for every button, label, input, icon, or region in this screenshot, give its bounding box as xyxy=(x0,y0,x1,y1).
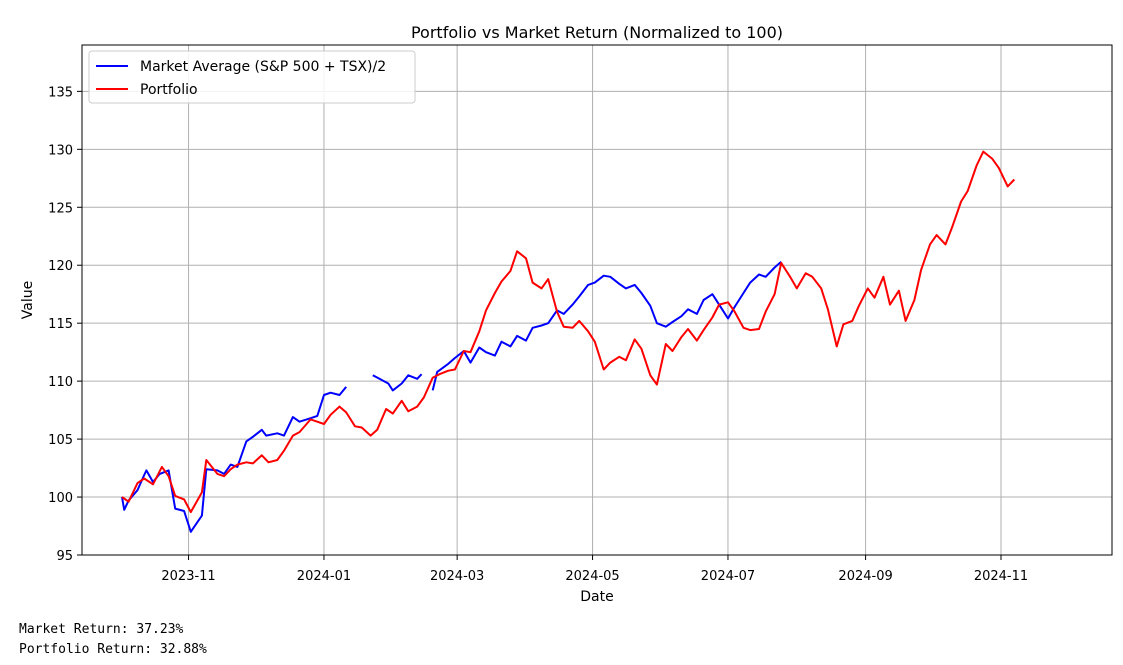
y-tick-label: 100 xyxy=(48,491,73,506)
market-return-output: Market Return: 37.23% xyxy=(19,622,184,637)
y-tick-label: 120 xyxy=(48,259,73,274)
y-tick-label: 135 xyxy=(48,85,73,100)
series-line-portfolio xyxy=(121,150,1016,514)
x-tick-label: 2023-11 xyxy=(161,569,215,584)
x-axis-label: Date xyxy=(580,589,613,605)
y-tick-label: 130 xyxy=(48,143,73,158)
x-tick-label: 2024-07 xyxy=(701,569,755,584)
legend: Market Average (S&P 500 + TSX)/2 Portfol… xyxy=(88,50,416,104)
y-tick-label: 110 xyxy=(48,375,73,390)
plot-frame xyxy=(81,44,1113,556)
y-tick-label: 115 xyxy=(48,317,73,332)
y-axis: 95 100 105 110 115 120 125 130 135 xyxy=(48,85,82,564)
grid-lines xyxy=(82,45,1112,556)
x-axis: 2023-11 2024-01 2024-03 2024-05 2024-07 2024-… xyxy=(161,555,1028,584)
series-line-market xyxy=(431,261,782,391)
legend-label-market: Market Average (S&P 500 + TSX)/2 xyxy=(140,59,386,75)
series-lines xyxy=(121,150,1016,533)
legend-label-portfolio: Portfolio xyxy=(140,82,198,98)
series-line-market xyxy=(372,373,423,392)
chart: Portfolio vs Market Return (Normalized t… xyxy=(20,23,1113,605)
y-tick-label: 105 xyxy=(48,433,73,448)
x-tick-label: 2024-11 xyxy=(974,569,1028,584)
x-tick-label: 2024-09 xyxy=(838,569,892,584)
x-tick-label: 2024-03 xyxy=(430,569,484,584)
chart-title: Portfolio vs Market Return (Normalized t… xyxy=(411,23,783,42)
series-line-market xyxy=(121,386,347,533)
x-tick-label: 2024-05 xyxy=(565,569,619,584)
portfolio-return-output: Portfolio Return: 32.88% xyxy=(19,642,207,657)
legend-box xyxy=(88,50,416,104)
y-axis-label: Value xyxy=(20,281,36,319)
y-tick-label: 125 xyxy=(48,201,73,216)
y-tick-label: 95 xyxy=(56,549,73,564)
x-tick-label: 2024-01 xyxy=(297,569,351,584)
